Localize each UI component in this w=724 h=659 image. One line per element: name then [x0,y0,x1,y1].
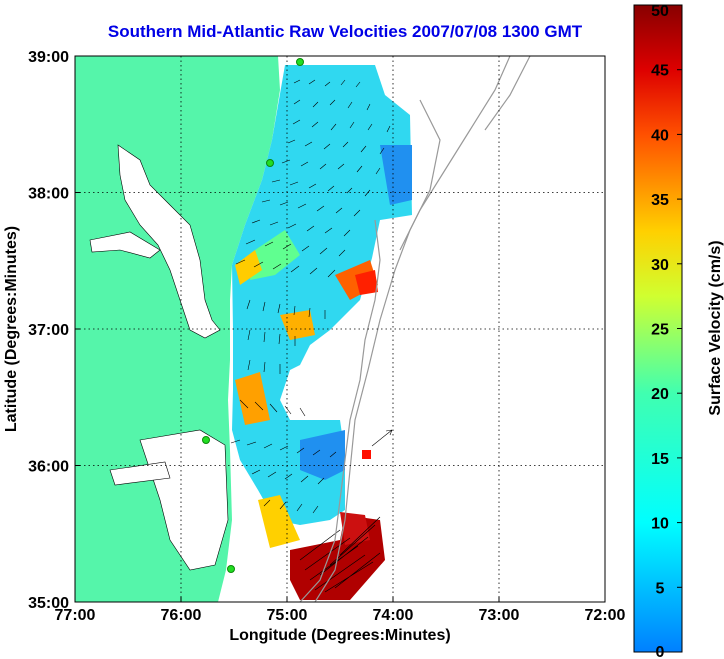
x-tick-label: 76:00 [161,607,202,624]
x-tick-label: 77:00 [55,607,96,624]
x-tick-label: 72:00 [585,607,626,624]
colorbar-tick-label: 25 [651,322,669,339]
colorbar-label: Surface Velocity (cm/s) [707,240,724,415]
y-axis-label: Latitude (Degrees:Minutes) [3,226,20,432]
colorbar-tick-label: 50 [651,3,669,20]
station-marker [202,436,210,444]
y-tick-label: 36:00 [28,459,69,476]
colorbar-tick-label: 10 [651,516,669,533]
x-tick-label: 73:00 [479,607,520,624]
albemarle-sound [109,461,171,486]
colorbar-tick-label: 45 [651,63,669,80]
potomac-river [89,231,161,259]
radar-stations [202,58,304,573]
velocity-arrows [230,79,393,593]
colorbar-tick-label: 35 [651,192,669,209]
colorbar [633,4,683,653]
x-tick-label: 75:00 [267,607,308,624]
y-tick-label: 37:00 [28,322,69,339]
station-marker [266,159,274,167]
colorbar-tick-label: 40 [651,127,669,144]
x-axis-label: Longitude (Degrees:Minutes) [229,627,450,644]
colorbar-tick-label: 15 [651,451,669,468]
grid-lines [75,56,605,602]
velocity-field [232,65,412,600]
y-tick-label: 35:00 [28,595,69,612]
colorbar-tick-label: 20 [651,386,669,403]
colorbar-tick-label: 0 [656,644,665,659]
station-marker [296,58,304,66]
bathymetry-contours [299,56,531,602]
colorbar-tick-label: 5 [656,580,665,597]
y-tick-label: 39:00 [28,49,69,66]
chart-title: Southern Mid-Atlantic Raw Velocities 200… [107,22,583,41]
colorbar-tick-label: 30 [651,257,669,274]
station-marker [227,565,235,573]
chesapeake-bay [117,144,221,339]
x-axis: 77:00 76:00 75:00 74:00 73:00 72:00 [55,597,626,624]
x-tick-label: 74:00 [373,607,414,624]
y-tick-label: 38:00 [28,186,69,203]
y-axis: 39:00 38:00 37:00 36:00 35:00 [28,49,80,612]
